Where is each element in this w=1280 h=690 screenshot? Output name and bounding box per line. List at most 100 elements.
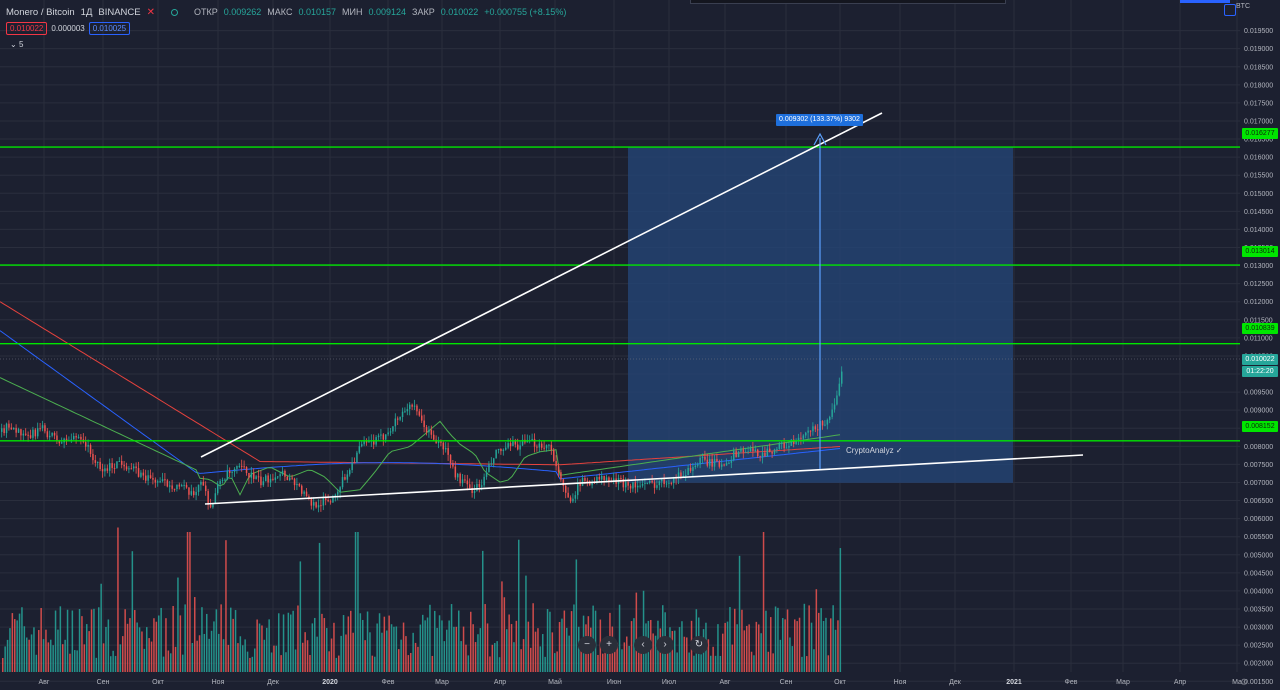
volume-bar	[222, 639, 225, 672]
candle-body	[632, 482, 634, 489]
volume-bar	[731, 644, 734, 672]
market-status-icon	[171, 8, 178, 16]
volume-bar	[402, 622, 405, 672]
volume-bar	[342, 615, 345, 672]
volume-bar	[294, 649, 297, 672]
volume-bar	[818, 612, 820, 672]
volume-bar	[352, 632, 354, 672]
volume-bar	[556, 651, 558, 672]
candle-body	[339, 487, 341, 493]
candle-body	[317, 505, 320, 508]
x-tick-label: Окт	[152, 679, 165, 686]
zoom-out-button[interactable]: −	[578, 636, 596, 654]
top-accent-bar	[1180, 0, 1230, 3]
close-icon[interactable]: ✕	[146, 6, 155, 18]
candle-body	[245, 466, 248, 473]
volume-bar	[74, 650, 76, 672]
drawing-toolbar-panel[interactable]	[690, 0, 1006, 4]
y-tick-label: 0.009500	[1244, 390, 1273, 397]
candle-body	[749, 448, 752, 452]
screenshot-button[interactable]	[1224, 4, 1236, 16]
candle-body	[713, 458, 716, 467]
candle-body	[802, 435, 805, 439]
indicators-toggle[interactable]: ⌄ 5	[10, 40, 23, 49]
volume-bar	[606, 636, 609, 672]
volume-bar	[134, 610, 136, 672]
candle-body	[485, 472, 488, 477]
buy-button[interactable]: 0.010025	[88, 22, 131, 35]
volume-bar	[443, 641, 446, 672]
volume-bar	[258, 623, 261, 672]
candle-body	[221, 479, 224, 481]
volume-bar	[323, 618, 326, 672]
candle-body	[562, 479, 565, 486]
candle-body	[701, 456, 704, 458]
candle-body	[101, 469, 104, 472]
candle-body	[687, 467, 689, 476]
volume-bar	[302, 642, 304, 672]
volume-bar	[256, 619, 258, 672]
volume-bar	[282, 614, 285, 672]
volume-bar	[640, 646, 642, 672]
x-tick-label: Май	[548, 678, 562, 686]
candle-body	[89, 444, 92, 454]
zoom-in-button[interactable]: +	[600, 636, 618, 654]
volume-bar	[215, 609, 218, 672]
scroll-right-button[interactable]: ›	[656, 636, 674, 654]
candle-body	[51, 432, 53, 436]
candle-body	[521, 439, 524, 446]
level-label-3: 0.010839	[1242, 323, 1278, 334]
volume-bar	[208, 638, 210, 672]
symbol-name[interactable]: Monero / Bitcoin	[6, 6, 75, 18]
interval[interactable]: 1Д	[80, 6, 93, 18]
volume-bar	[242, 645, 244, 672]
measure-callout[interactable]: 0.009302 (133.37%) 9302	[776, 114, 863, 126]
candle-body	[382, 434, 385, 440]
level-label-2: 0.013014	[1242, 246, 1278, 257]
candle-body	[296, 483, 298, 486]
volume-bar	[119, 644, 122, 672]
candle-body	[584, 478, 586, 481]
candle-body	[495, 449, 497, 459]
volume-bar	[729, 607, 731, 672]
candle-body	[461, 479, 464, 484]
y-tick-label: 0.017500	[1244, 100, 1273, 107]
candle-body	[788, 445, 790, 448]
candle-body	[106, 468, 109, 471]
high-label: МАКС	[267, 7, 293, 17]
y-tick-label: 0.017000	[1244, 118, 1273, 125]
candle-body	[697, 464, 699, 466]
scroll-left-button[interactable]: ‹	[634, 636, 652, 654]
candle-body	[627, 482, 629, 486]
volume-bar	[299, 561, 302, 672]
last-price-label: 0.010022	[1242, 354, 1278, 365]
volume-bar	[772, 653, 774, 672]
candle-body	[800, 437, 802, 439]
level-label-4: 0.008152	[1242, 421, 1278, 432]
candle-body	[231, 471, 233, 473]
volume-bar	[431, 655, 434, 672]
candle-body	[677, 472, 680, 479]
sell-button[interactable]: 0.010022	[6, 22, 48, 35]
candle-body	[385, 434, 387, 440]
volume-bar	[575, 559, 578, 672]
volume-bar	[436, 627, 438, 672]
gear-icon[interactable]: ⚙	[1240, 677, 1249, 687]
reset-chart-button[interactable]: ↻	[690, 636, 708, 654]
candle-body	[310, 498, 313, 506]
candle-body	[824, 424, 826, 426]
chevron-down-icon: ⌄	[10, 40, 17, 49]
volume-bar	[453, 626, 455, 672]
candle-body	[250, 472, 253, 478]
upper-trendline	[200, 112, 883, 458]
candle-body	[613, 478, 615, 482]
volume-bar	[138, 627, 141, 672]
volume-bar	[254, 648, 256, 672]
volume-bar	[652, 633, 654, 672]
volume-bar	[455, 626, 458, 672]
candle-body	[641, 483, 644, 486]
candle-body	[483, 476, 485, 486]
volume-bar	[136, 622, 138, 672]
x-tick-label: Фев	[382, 679, 395, 686]
